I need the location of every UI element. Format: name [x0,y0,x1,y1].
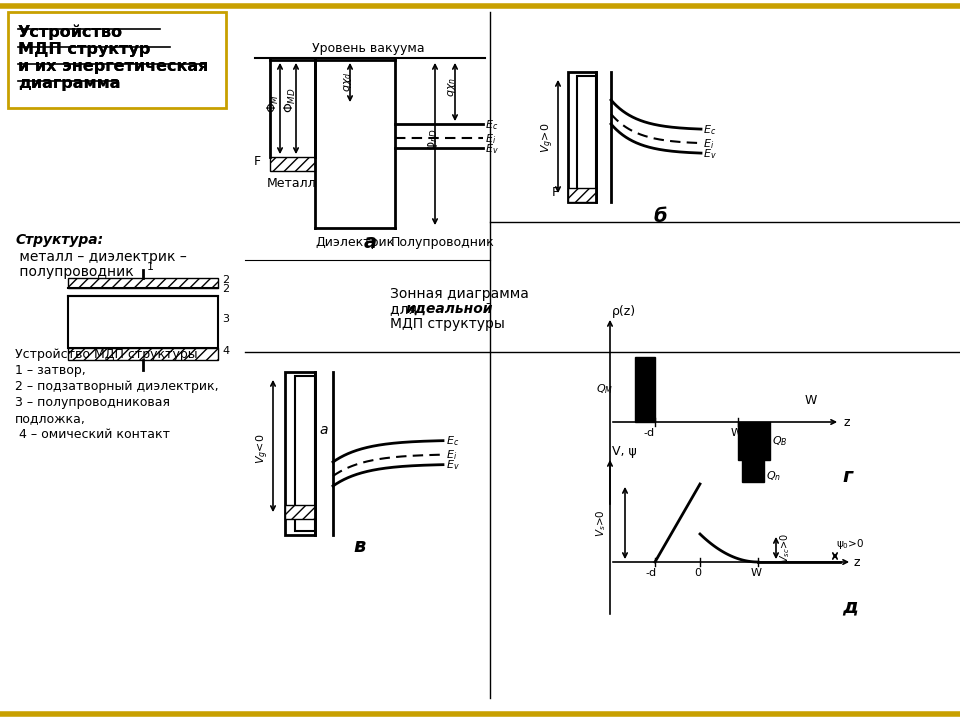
Text: $V_g$>0: $V_g$>0 [540,122,557,153]
Text: для: для [390,302,421,316]
Text: W: W [805,394,817,407]
Text: Устройство: Устройство [18,25,123,40]
Text: 1: 1 [147,262,154,272]
Text: идеальной: идеальной [406,302,493,316]
Text: 3: 3 [222,314,229,324]
Bar [8,12,226,108]
Text: металл – диэлектрик –: металл – диэлектрик – [15,250,187,264]
Text: а: а [364,233,376,252]
Text: 3 – полупроводниковая: 3 – полупроводниковая [15,396,170,409]
Text: Структура:: Структура: [15,233,103,247]
Text: 4: 4 [222,346,229,356]
Text: $qχ_n$: $qχ_n$ [446,77,458,97]
Text: диаграмма: диаграмма [18,76,121,91]
Text: и их энергетическая: и их энергетическая [18,59,208,74]
Text: $E_i$: $E_i$ [446,449,457,462]
Text: V, ψ: V, ψ [612,445,636,458]
Text: Уровень вакуума: Уровень вакуума [312,42,424,55]
Text: в: в [354,537,366,556]
Text: 1 – затвор,: 1 – затвор, [15,364,85,377]
Text: $E_c$: $E_c$ [703,123,716,137]
Text: Устройство МДП структуры: Устройство МДП структуры [15,348,198,361]
Text: F: F [254,155,261,168]
Text: диаграмма: диаграмма [18,76,121,91]
Text: МДП структур: МДП структур [18,42,151,57]
Bar [568,188,596,202]
Bar [635,357,655,422]
Text: полупроводник: полупроводник [15,265,133,279]
Text: $E_c$: $E_c$ [485,118,498,132]
Text: $E_v$: $E_v$ [703,147,717,161]
Text: W: W [731,428,741,438]
Bar [285,505,315,519]
Text: 2: 2 [222,275,229,285]
Text: подложка,: подложка, [15,412,85,425]
Text: б: б [653,207,667,226]
Text: $Q_n$: $Q_n$ [766,469,781,483]
Text: -d: -d [645,568,657,578]
Text: Устройство: Устройство [18,25,123,40]
Text: $Q_B$: $Q_B$ [772,434,787,448]
Text: $E_v$: $E_v$ [446,459,460,472]
Text: Φ$_{MD}$: Φ$_{MD}$ [283,88,299,114]
Text: 4 – омический контакт: 4 – омический контакт [15,428,170,441]
Text: φ$_{nD}$: φ$_{nD}$ [426,128,440,150]
Text: $V_{sc}$>0: $V_{sc}$>0 [778,533,792,563]
Text: $V_s$>0: $V_s$>0 [594,509,608,537]
Text: $E_c$: $E_c$ [446,435,459,449]
Text: -d: -d [643,428,655,438]
Text: ψ$_0$>0: ψ$_0$>0 [836,537,864,551]
Text: и их энергетическая: и их энергетическая [18,59,208,74]
Text: z: z [843,416,850,429]
Text: $E_i$: $E_i$ [703,137,714,151]
Text: z: z [854,556,860,569]
Bar [577,76,596,198]
Text: $qχ_d$: $qχ_d$ [342,72,354,92]
Text: F: F [552,186,559,199]
Text: ρ(z): ρ(z) [612,305,636,318]
Text: $E_v$: $E_v$ [485,142,498,156]
Text: МДП структуры: МДП структуры [390,317,505,331]
Bar [295,376,315,531]
Text: $E_i$: $E_i$ [485,132,496,145]
Text: 2: 2 [222,284,229,294]
Text: 0: 0 [694,568,702,578]
Bar [285,372,315,535]
Bar [68,278,218,288]
Text: W: W [751,568,761,578]
Text: г: г [843,467,853,486]
Bar [742,460,764,482]
Bar [738,422,770,460]
Text: Зонная диаграмма: Зонная диаграмма [390,287,529,301]
Bar [68,296,218,348]
Text: МДП структур: МДП структур [18,42,151,57]
Text: $V_g$<0: $V_g$<0 [255,433,272,464]
Bar [568,72,596,202]
Text: a: a [320,423,328,436]
Text: д: д [842,597,858,616]
Text: $Q_M$: $Q_M$ [596,382,613,397]
Text: Диэлектрик: Диэлектрик [316,236,395,249]
Bar [270,157,315,171]
Text: Металл: Металл [267,177,317,190]
Text: Φ$_M$: Φ$_M$ [266,94,281,113]
Text: Полупроводник: Полупроводник [391,236,494,249]
Bar [68,348,218,360]
Text: 2 – подзатворный диэлектрик,: 2 – подзатворный диэлектрик, [15,380,219,393]
